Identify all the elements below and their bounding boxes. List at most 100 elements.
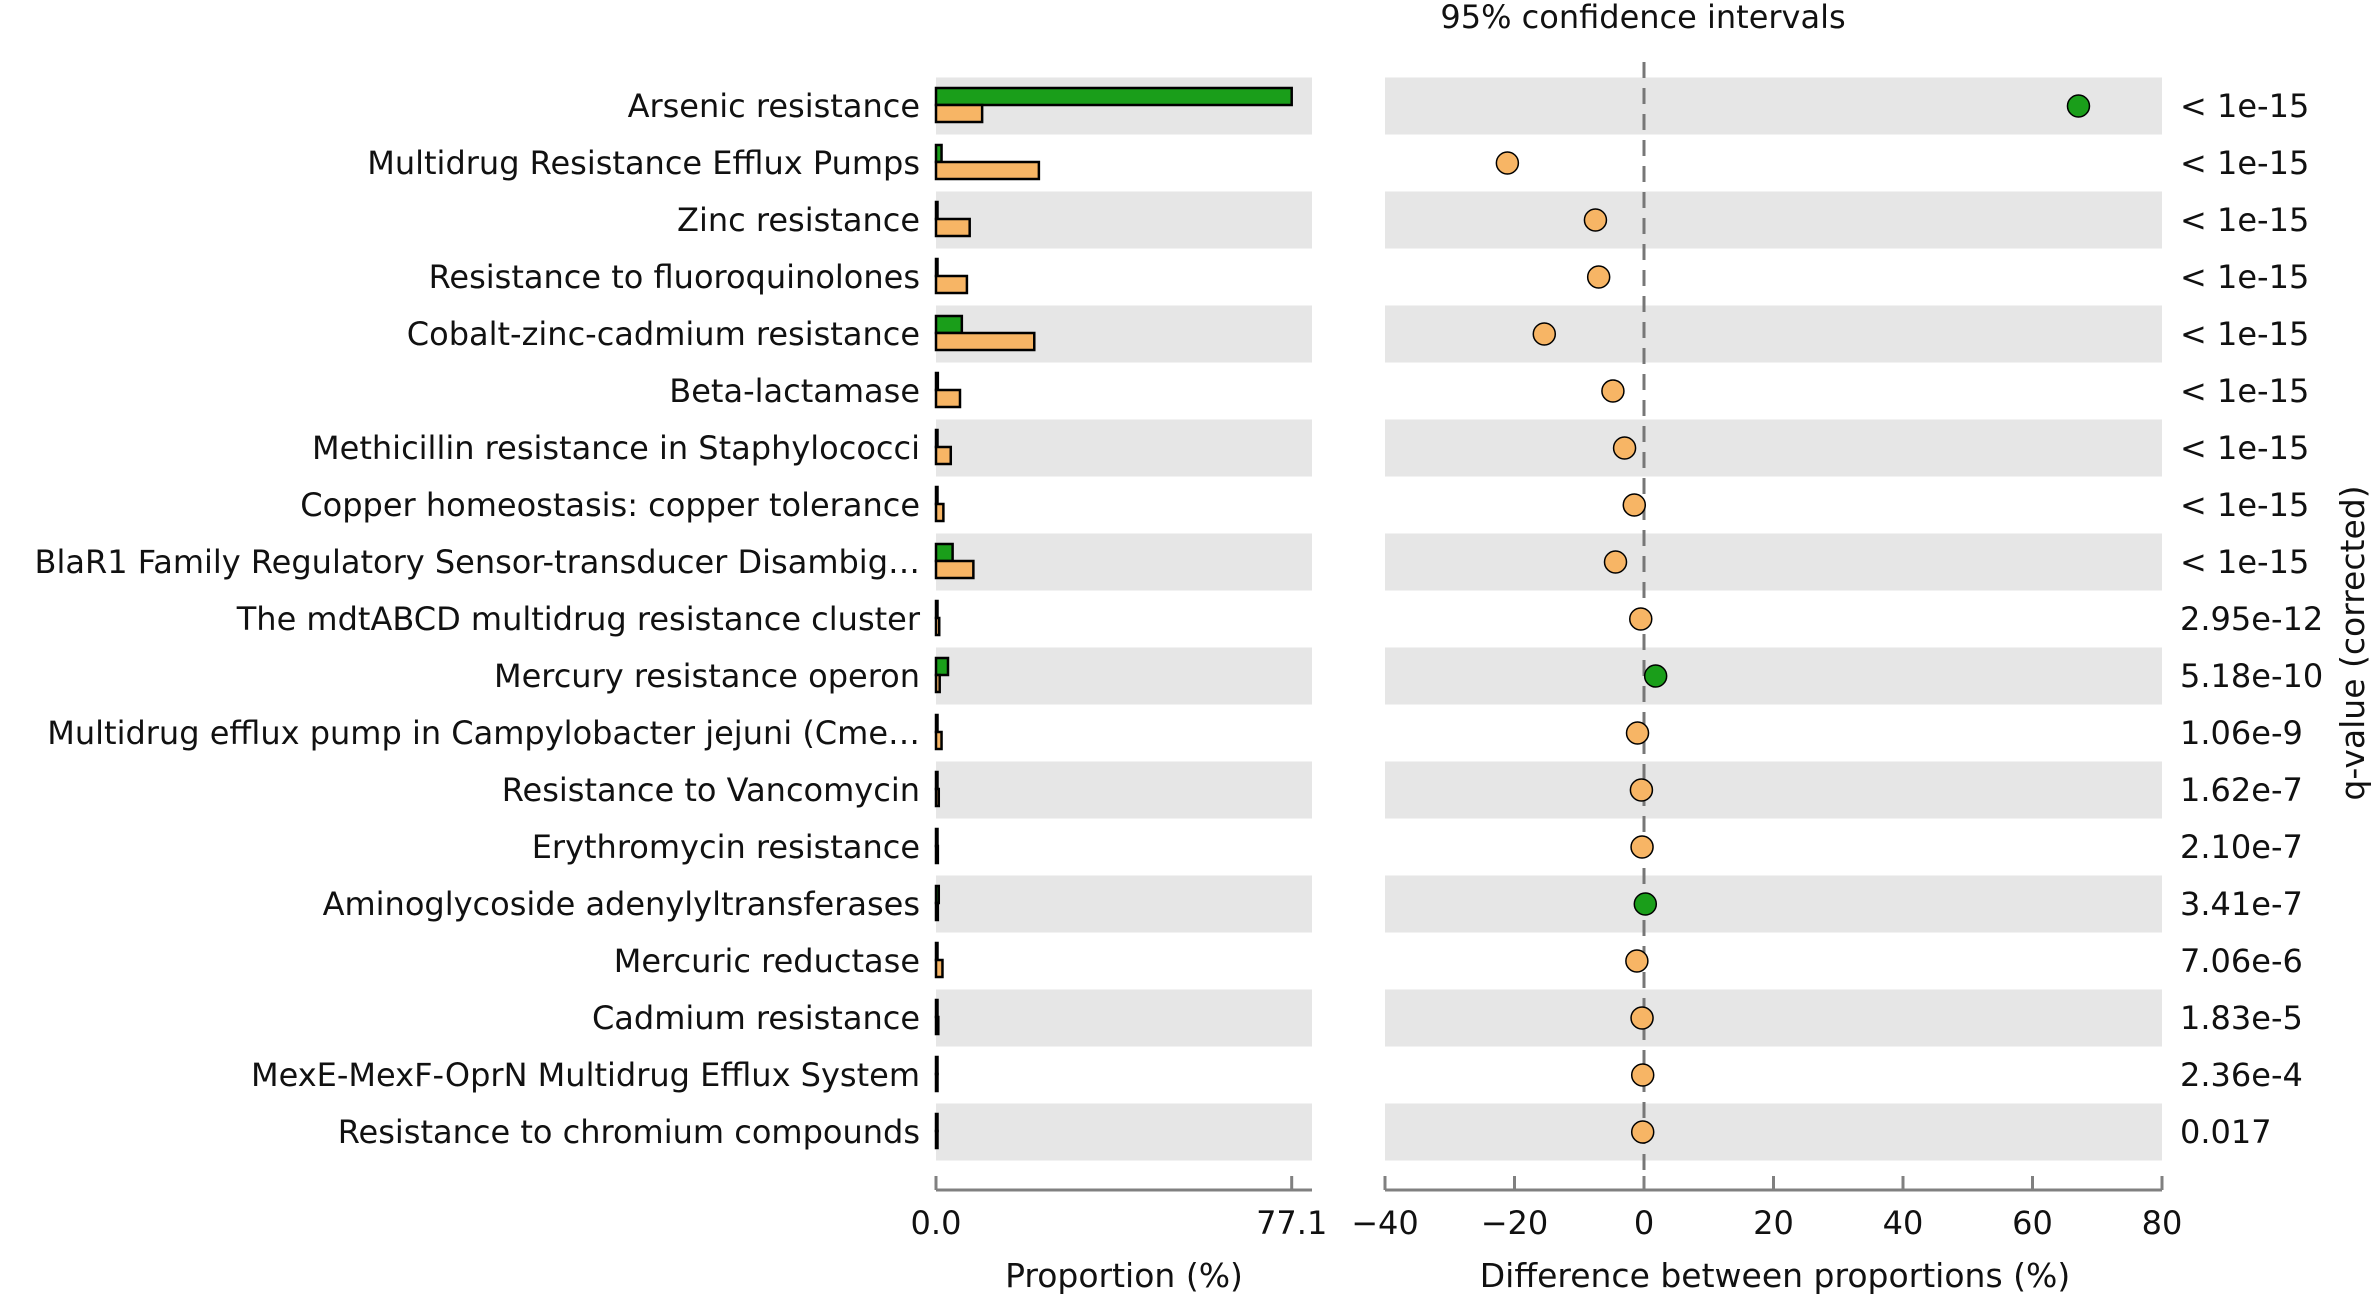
- category-label: Arsenic resistance: [628, 87, 920, 125]
- left-panel-stripes: [936, 77, 1312, 1161]
- difference-point: [1625, 949, 1649, 973]
- row-stripe: [1385, 533, 2162, 591]
- difference-point: [1630, 835, 1654, 859]
- q-value: < 1e-15: [2180, 258, 2309, 296]
- difference-point: [2066, 94, 2091, 118]
- q-value: < 1e-15: [2180, 429, 2309, 467]
- row-stripe: [1385, 875, 2162, 933]
- right-x-tick-label: 60: [2012, 1204, 2053, 1242]
- q-value: < 1e-15: [2180, 87, 2309, 125]
- difference-point: [1630, 1120, 1655, 1144]
- bar-group1: [934, 827, 939, 848]
- category-label: Mercuric reductase: [614, 942, 920, 980]
- bar-group1: [934, 599, 939, 620]
- row-stripe: [936, 419, 1312, 477]
- bar-group2: [934, 103, 984, 124]
- bar-group1: [934, 314, 964, 335]
- category-label: MexE-MexF-OprN Multidrug Efflux System: [251, 1056, 920, 1094]
- q-value: < 1e-15: [2180, 543, 2309, 581]
- row-stripe: [936, 647, 1312, 705]
- right-x-tick-label: 0: [1634, 1204, 1654, 1242]
- row-stripe: [936, 989, 1312, 1047]
- q-value-axis-label: q-value (corrected): [2333, 485, 2372, 800]
- left-x-tick-label: 77.1: [1256, 1204, 1327, 1242]
- difference-point: [1601, 379, 1625, 403]
- bar-group2: [934, 1129, 939, 1150]
- row-stripe: [936, 761, 1312, 819]
- bar-group2: [934, 844, 940, 865]
- q-value: < 1e-15: [2180, 201, 2309, 239]
- q-value: 7.06e-6: [2180, 942, 2303, 980]
- category-label: Resistance to fluoroquinolones: [429, 258, 920, 296]
- q-value: 3.41e-7: [2180, 885, 2303, 923]
- difference-point: [1586, 265, 1611, 289]
- bar-group1: [934, 143, 943, 164]
- bar-group1: [934, 713, 939, 734]
- category-label: Methicillin resistance in Staphylococci: [312, 429, 920, 467]
- bar-group1: [934, 200, 939, 221]
- right-x-tick-label: −20: [1481, 1204, 1549, 1242]
- category-label: Zinc resistance: [677, 201, 920, 239]
- q-value: < 1e-15: [2180, 486, 2309, 524]
- bar-group1: [934, 1112, 939, 1133]
- bar-group1: [934, 884, 941, 905]
- category-label: Beta-lactamase: [669, 372, 920, 410]
- row-stripe: [1385, 419, 2162, 477]
- q-value: 2.36e-4: [2180, 1056, 2303, 1094]
- q-value: 1.06e-9: [2180, 714, 2303, 752]
- bar-group1: [934, 941, 939, 962]
- left-x-tick-label: 0.0: [911, 1204, 962, 1242]
- bar-group2: [934, 388, 962, 409]
- q-value: < 1e-15: [2180, 144, 2309, 182]
- category-label: Copper homeostasis: copper tolerance: [300, 486, 920, 524]
- bar-group2: [934, 673, 941, 694]
- category-label: Cobalt-zinc-cadmium resistance: [407, 315, 920, 353]
- q-value: 1.62e-7: [2180, 771, 2303, 809]
- bar-group1: [934, 998, 939, 1019]
- difference-point: [1622, 493, 1647, 517]
- q-value: 0.017: [2180, 1113, 2272, 1151]
- category-label: Multidrug efflux pump in Campylobacter j…: [47, 714, 920, 752]
- bar-group1: [934, 770, 939, 791]
- bar-group2: [934, 502, 945, 523]
- bar-group2: [934, 274, 969, 295]
- row-stripe: [1385, 191, 2162, 249]
- right-x-tick-label: 80: [2142, 1204, 2183, 1242]
- category-label: Cadmium resistance: [592, 999, 920, 1037]
- bar-group2: [934, 730, 943, 751]
- q-value: 2.10e-7: [2180, 828, 2303, 866]
- q-value: 1.83e-5: [2180, 999, 2303, 1037]
- row-stripe: [1385, 647, 2162, 705]
- axes: 0.0 77.1 −40 −20 0 20 40 60 80: [911, 1176, 2183, 1242]
- bar-group2: [934, 445, 953, 466]
- bar-group2: [934, 1072, 939, 1093]
- bar-group1: [934, 1055, 939, 1076]
- category-label: Resistance to Vancomycin: [502, 771, 920, 809]
- bar-group1: [934, 428, 939, 449]
- proportion-bars: [934, 86, 1293, 1150]
- difference-point: [1603, 550, 1628, 574]
- category-label: Multidrug Resistance Efflux Pumps: [367, 144, 920, 182]
- bar-group2: [934, 559, 975, 580]
- row-stripe: [936, 875, 1312, 933]
- bar-group2: [934, 217, 971, 238]
- difference-point: [1633, 892, 1658, 916]
- q-value: 2.95e-12: [2180, 600, 2323, 638]
- row-stripe: [936, 533, 1312, 591]
- q-value: 5.18e-10: [2180, 657, 2323, 695]
- q-value: < 1e-15: [2180, 372, 2309, 410]
- difference-point: [1612, 436, 1637, 460]
- bar-group1: [934, 371, 940, 392]
- bar-group1: [934, 257, 939, 278]
- difference-point: [1583, 208, 1608, 232]
- difference-points: [1495, 94, 2091, 1144]
- category-label: Resistance to chromium compounds: [338, 1113, 920, 1151]
- right-x-tick-label: 40: [1883, 1204, 1924, 1242]
- bar-group1: [934, 86, 1293, 107]
- bar-group1: [934, 542, 954, 563]
- bar-group2: [934, 787, 941, 808]
- category-labels: Arsenic resistance Multidrug Resistance E…: [35, 87, 921, 1151]
- difference-point: [1643, 664, 1668, 688]
- difference-point: [1629, 607, 1653, 631]
